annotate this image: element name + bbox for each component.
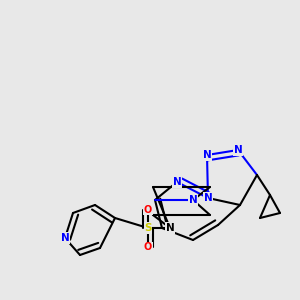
Text: S: S [144, 223, 152, 233]
Text: N: N [204, 193, 212, 203]
Text: O: O [144, 205, 152, 215]
Text: N: N [189, 195, 197, 205]
Text: N: N [166, 223, 174, 233]
Text: N: N [172, 177, 182, 187]
Text: N: N [61, 233, 69, 243]
Text: N: N [234, 145, 242, 155]
Text: O: O [144, 242, 152, 252]
Text: N: N [202, 150, 211, 160]
